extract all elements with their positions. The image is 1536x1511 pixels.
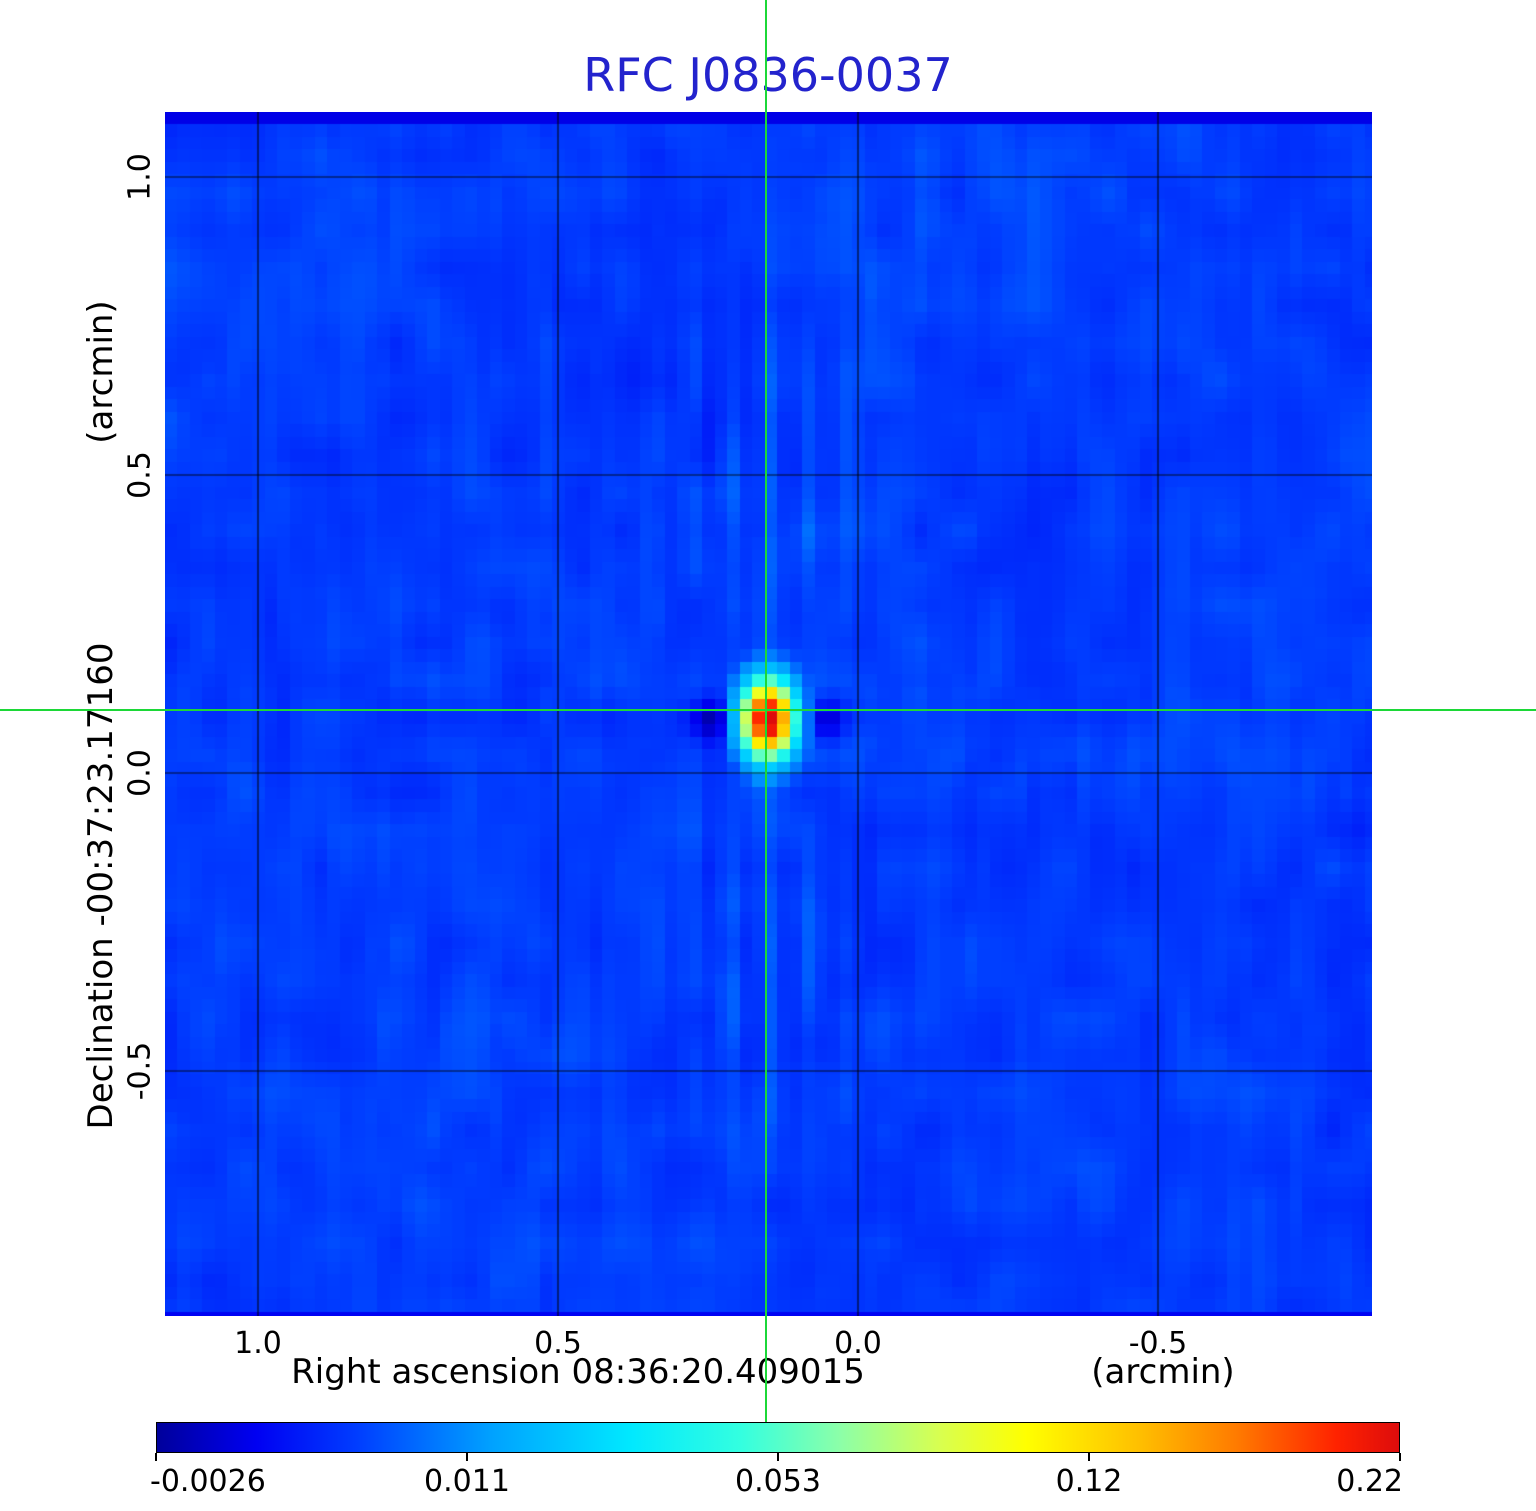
- colorbar-tick: [1088, 1453, 1090, 1461]
- x-tick-label: 0.0: [834, 1326, 882, 1361]
- colorbar-tick-label: 0.011: [424, 1464, 510, 1499]
- y-tick-label: 0.5: [122, 451, 158, 499]
- crosshair-vertical-line: [765, 0, 767, 1422]
- y-axis-title: Declination -00:37:23.17160: [81, 642, 121, 1130]
- colorbar-tick-label: -0.0026: [150, 1464, 266, 1499]
- x-axis-title: Right ascension 08:36:20.409015: [291, 1352, 865, 1392]
- y-tick-label: 0.0: [122, 749, 158, 797]
- y-tick-label: -0.5: [122, 1041, 158, 1101]
- colorbar-tick-label: 0.12: [1055, 1464, 1123, 1499]
- x-tick-label: 1.0: [234, 1326, 282, 1361]
- x-tick-label: 0.5: [534, 1326, 582, 1361]
- x-tick-label: -0.5: [1128, 1326, 1188, 1361]
- x-axis-unit: (arcmin): [1091, 1352, 1235, 1392]
- colorbar-tick-label: 0.22: [1336, 1464, 1403, 1499]
- colorbar-tick: [777, 1453, 779, 1461]
- colorbar-tick: [466, 1453, 468, 1461]
- y-axis-unit: (arcmin): [81, 300, 121, 444]
- colorbar-gradient: [156, 1422, 1400, 1453]
- colorbar-tick: [1399, 1453, 1401, 1461]
- crosshair-horizontal-line: [0, 709, 1536, 711]
- figure-title: RFC J0836-0037: [583, 48, 953, 102]
- sky-image-heatmap: [165, 112, 1372, 1316]
- colorbar-tick: [155, 1453, 157, 1461]
- colorbar-tick-label: 0.053: [735, 1464, 821, 1499]
- y-tick-label: 1.0: [122, 153, 158, 201]
